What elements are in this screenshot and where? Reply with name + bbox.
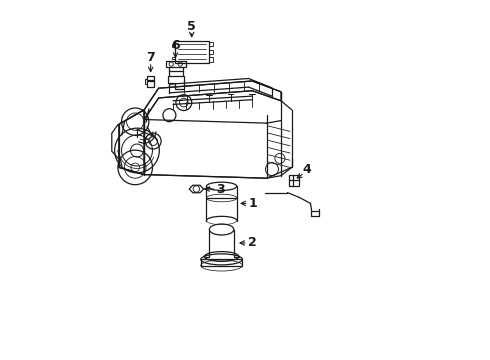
Text: 5: 5 <box>187 20 196 33</box>
Text: 1: 1 <box>248 197 257 210</box>
Text: 7: 7 <box>147 51 155 64</box>
Text: 4: 4 <box>302 163 311 176</box>
Text: 2: 2 <box>248 237 257 249</box>
Text: 3: 3 <box>216 183 225 195</box>
Text: 6: 6 <box>171 39 180 52</box>
